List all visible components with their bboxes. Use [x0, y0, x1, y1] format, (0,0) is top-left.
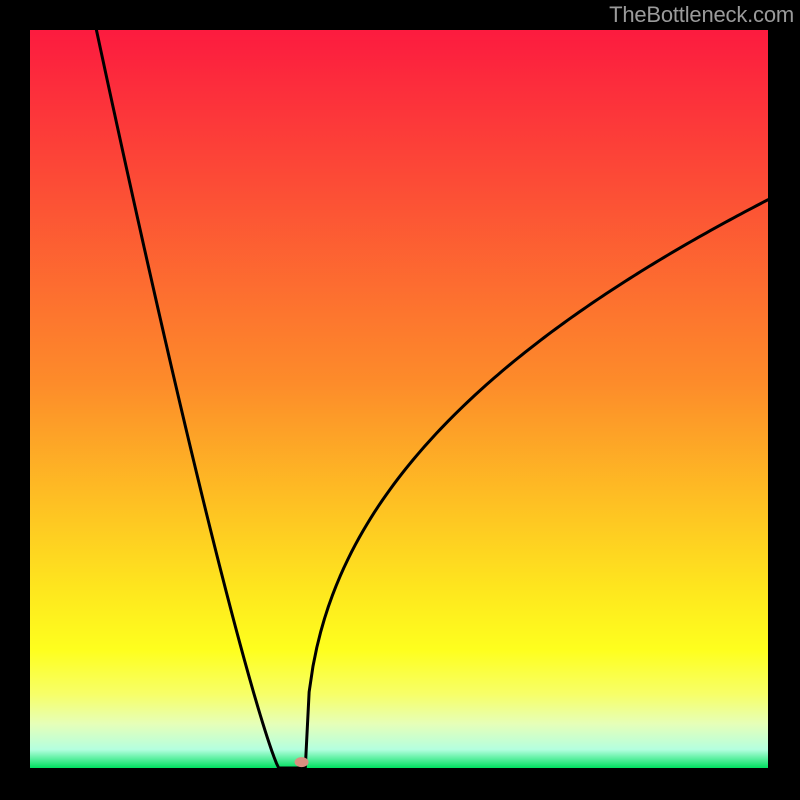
bottleneck-curve	[96, 30, 768, 768]
watermark-text: TheBottleneck.com	[609, 2, 794, 28]
chart-container: TheBottleneck.com	[0, 0, 800, 800]
plot-gradient-area	[30, 30, 768, 768]
minimum-marker	[295, 757, 309, 767]
plot-svg	[30, 30, 768, 768]
